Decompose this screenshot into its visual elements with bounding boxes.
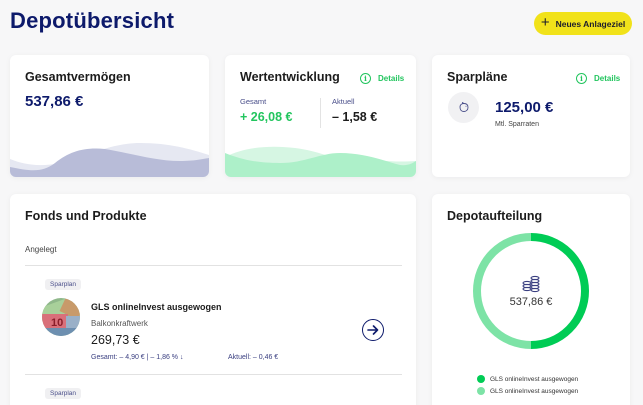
fund-subtitle: Balkonkraftwerk [91,319,148,328]
total-assets-card: Gesamtvermögen 537,86 € [10,55,209,177]
savings-plans-title: Sparpläne [447,70,508,84]
funds-products-card: Fonds und Produkte Angelegt Sparplan 10 … [10,194,416,405]
savings-plans-card: Sparpläne i Details 125,00 € Mtl. Sparra… [432,55,630,177]
funds-products-title: Fonds und Produkte [25,209,147,223]
legend-label: GLS onlineInvest ausgewogen [490,375,579,383]
performance-current-label: Aktuell [332,97,355,106]
details-label: Details [594,74,621,83]
savings-plan-badge: Sparplan [45,279,82,290]
arrow-right-circle-icon[interactable] [362,319,384,341]
fund-value: 269,73 € [91,333,140,347]
divider [25,374,402,375]
svg-text:10: 10 [51,317,63,329]
plus-icon: + [540,14,550,31]
euro-banknotes-image: 10 [42,298,80,336]
page-title: Depotübersicht [10,8,175,33]
new-goal-label: Neues Anlageziel [555,18,626,29]
performance-details-link[interactable]: i Details [360,73,404,84]
legend-item: GLS onlineInvest ausgewogen [477,375,578,383]
performance-total-value: + 26,08 € [240,110,293,124]
monthly-savings-value: 125,00 € [495,99,554,116]
new-goal-button[interactable]: + Neues Anlageziel [534,12,632,35]
allocation-legend: GLS onlineInvest ausgewogen GLS onlineIn… [477,375,578,399]
total-assets-value: 537,86 € [25,93,84,110]
legend-label: GLS onlineInvest ausgewogen [490,387,579,395]
divider [25,265,402,266]
donut-center: 537,86 € [472,232,590,350]
details-label: Details [378,74,405,83]
total-assets-title: Gesamtvermögen [25,70,131,84]
performance-current-value: – 1,58 € [332,110,378,124]
performance-card: Wertentwicklung i Details Gesamt + 26,08… [225,55,416,177]
fund-current-change: Aktuell: – 0,46 € [228,354,279,361]
invested-section-label: Angelegt [25,245,57,254]
fund-name: GLS onlineInvest ausgewogen [91,302,222,312]
performance-title: Wertentwicklung [240,70,340,84]
monthly-savings-label: Mtl. Sparraten [495,121,539,128]
total-assets-wave [10,143,209,177]
piggy-bank-icon [448,92,479,123]
performance-wave [225,146,416,177]
coins-stack-icon [522,275,540,292]
portfolio-allocation-title: Depotaufteilung [447,209,543,223]
allocation-donut-chart [473,233,589,349]
legend-dot-light-green [477,387,485,395]
savings-details-link[interactable]: i Details [576,73,620,84]
divider [320,98,321,128]
portfolio-allocation-card: Depotaufteilung 537,86 € GLS onlineInves… [432,194,630,405]
performance-total-label: Gesamt [240,97,267,106]
fund-total-change: Gesamt: – 4,90 € | – 1,86 % ↓ [91,354,184,361]
legend-item: GLS onlineInvest ausgewogen [477,387,578,395]
donut-center-value: 537,86 € [509,295,553,308]
legend-dot-dark-green [477,375,485,383]
info-icon: i [360,73,371,84]
savings-plan-badge: Sparplan [45,388,82,399]
info-icon: i [576,73,587,84]
